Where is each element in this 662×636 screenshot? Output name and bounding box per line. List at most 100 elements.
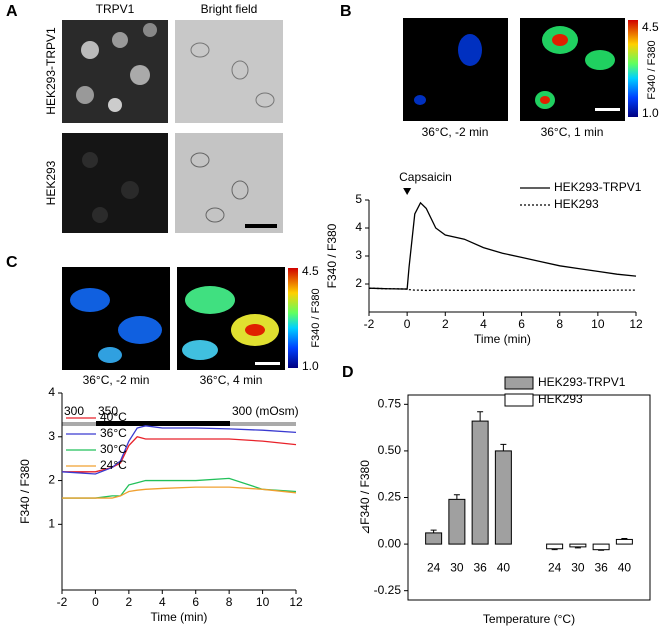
y-axis-label: ⊿F340 / F380 — [358, 460, 372, 535]
x-tick-label: 2 — [442, 317, 449, 331]
panel-letter: B — [340, 3, 352, 20]
colorbar-label: 4.5 — [642, 20, 659, 34]
legend-label: HEK293 — [538, 392, 583, 406]
ratio-images — [403, 18, 638, 121]
osmolarity-label: 350 — [98, 404, 118, 418]
y-tick-label: -0.25 — [374, 583, 402, 597]
x-tick-label: 30 — [450, 560, 464, 574]
bar — [494, 450, 512, 545]
legend-swatch — [504, 376, 534, 390]
y-tick-label: 1 — [48, 517, 55, 531]
y-tick-label: 5 — [355, 192, 362, 206]
y-tick-label: 2 — [48, 473, 55, 487]
x-tick-label: -2 — [364, 317, 375, 331]
osmolarity-bar — [62, 421, 296, 426]
colorbar-title: F340 / F380 — [646, 40, 658, 99]
column-label: TRPV1 — [96, 2, 135, 16]
y-axis-label: F340 / F380 — [18, 459, 32, 524]
x-tick-label: 40 — [497, 560, 511, 574]
error-bar — [430, 529, 437, 533]
x-tick-label: 4 — [159, 595, 166, 609]
legend-swatch — [504, 393, 534, 407]
legend-label: HEK293 — [554, 197, 599, 211]
y-tick-label: 3 — [48, 429, 55, 443]
x-tick-label: 36 — [473, 560, 487, 574]
legend-label: 24°C — [100, 458, 127, 472]
x-tick-label: 6 — [518, 317, 525, 331]
row-label: HEK293 — [44, 160, 58, 205]
line — [62, 486, 297, 499]
line — [62, 477, 297, 499]
panel-letter: D — [342, 364, 354, 381]
panel-letter: A — [6, 3, 18, 20]
image-caption: 36°C, -2 min — [422, 125, 489, 139]
column-label: Bright field — [201, 2, 258, 16]
error-bar — [621, 538, 628, 540]
x-tick-label: 2 — [126, 595, 133, 609]
row-label: HEK293-TRPV1 — [44, 27, 58, 115]
x-tick-label: 4 — [480, 317, 487, 331]
annotation: Capsaicin — [399, 170, 452, 184]
x-tick-label: 12 — [629, 317, 643, 331]
legend-label: 30°C — [100, 442, 127, 456]
image-caption: 36°C, -2 min — [83, 373, 150, 387]
ratio-images — [62, 267, 298, 370]
x-tick-label: 10 — [591, 317, 605, 331]
x-tick-label: -2 — [57, 595, 68, 609]
x-tick-label: 8 — [556, 317, 563, 331]
colorbar-label: 1.0 — [302, 359, 319, 373]
legend-label: 36°C — [100, 426, 127, 440]
x-axis-label: Time (min) — [474, 332, 531, 346]
y-tick-label: 0.75 — [378, 396, 402, 410]
x-tick-label: 8 — [226, 595, 233, 609]
x-tick-label: 0 — [404, 317, 411, 331]
bar — [546, 543, 564, 550]
x-tick-label: 24 — [548, 560, 562, 574]
y-tick-label: 3 — [355, 248, 362, 262]
bar — [448, 498, 466, 545]
y-tick-label: 0.25 — [378, 490, 402, 504]
x-tick-label: 10 — [256, 595, 270, 609]
y-axis-label: F340 / F380 — [325, 223, 339, 288]
x-tick-label: 40 — [618, 560, 632, 574]
bar — [615, 538, 633, 545]
x-tick-label: 30 — [571, 560, 585, 574]
frame — [407, 394, 651, 601]
annotation-arrow — [403, 188, 412, 195]
osmolarity-label: 300 — [64, 404, 84, 418]
y-tick-label: 4 — [355, 220, 362, 234]
bar — [425, 532, 443, 545]
error-bar — [500, 443, 507, 451]
bar — [569, 543, 587, 548]
x-tick-label: 12 — [289, 595, 303, 609]
legend-label: HEK293-TRPV1 — [554, 180, 642, 194]
error-bar — [453, 494, 460, 500]
panel-letter: C — [6, 254, 18, 271]
colorbar-title: F340 / F380 — [310, 288, 322, 347]
colorbar-label: 1.0 — [642, 106, 659, 120]
line — [368, 287, 636, 292]
line — [62, 436, 297, 473]
micrographs — [62, 20, 283, 233]
image-caption: 36°C, 4 min — [200, 373, 263, 387]
osmolarity-label: 300 (mOsm) — [232, 404, 299, 418]
bar — [592, 543, 610, 551]
x-tick-label: 0 — [92, 595, 99, 609]
image-caption: 36°C, 1 min — [541, 125, 604, 139]
colorbar-label: 4.5 — [302, 264, 319, 278]
y-tick-label: 0.00 — [378, 536, 402, 550]
legend-label: HEK293-TRPV1 — [538, 375, 626, 389]
line — [368, 201, 637, 290]
error-bar — [598, 549, 605, 551]
x-axis-label: Time (min) — [151, 610, 208, 624]
legend-label: 40°C — [100, 410, 127, 424]
bar — [471, 420, 489, 545]
x-tick-label: 24 — [427, 560, 441, 574]
line — [61, 425, 297, 475]
error-bar — [574, 546, 581, 549]
x-tick-label: 6 — [192, 595, 199, 609]
y-tick-label: 4 — [48, 385, 55, 399]
y-tick-label: 0.50 — [378, 443, 402, 457]
x-axis-label: Temperature (°C) — [483, 612, 575, 626]
